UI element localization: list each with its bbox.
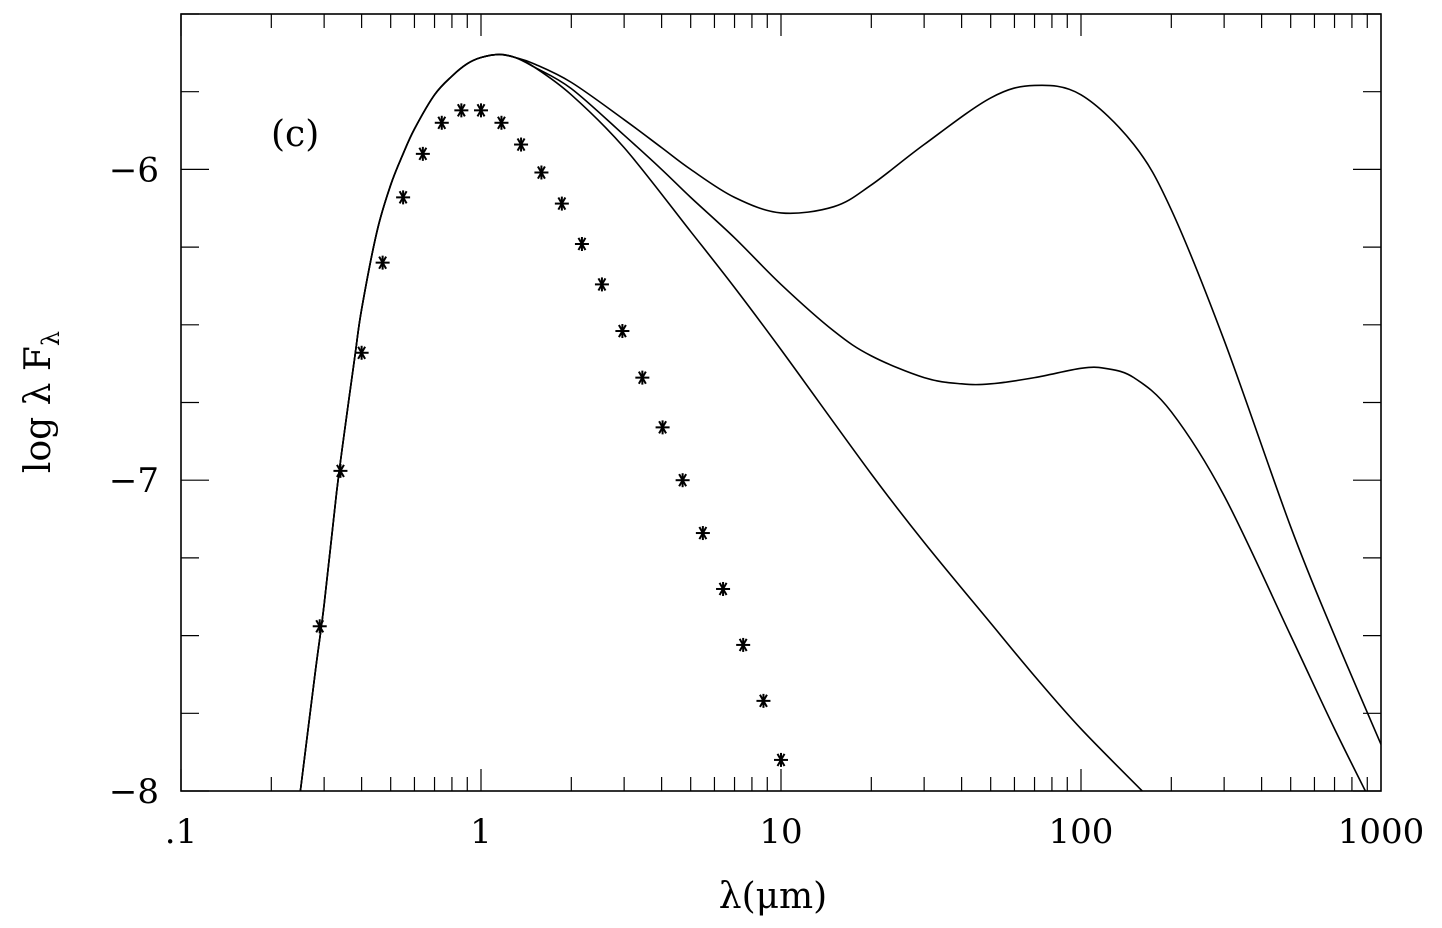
observed-point: [514, 137, 529, 152]
observed-point: [615, 324, 630, 339]
observed-point: [574, 236, 589, 251]
curve-model-upper: [299, 53, 1381, 791]
y-tick-labels: −6 −7 −8: [109, 150, 159, 812]
axis-ticks: [180, 13, 1381, 792]
x-axis-title: λ(μm): [719, 876, 827, 917]
observed-point: [494, 115, 509, 130]
observed-point: [312, 619, 327, 634]
observed-point: [434, 115, 449, 130]
plot-frame: [180, 13, 1382, 792]
panel-label: (c): [271, 114, 319, 155]
observed-point: [534, 165, 549, 180]
observed-point: [695, 526, 710, 541]
observed-point: [354, 345, 369, 360]
y-tick-label: −6: [109, 150, 159, 190]
observed-point: [635, 370, 650, 385]
x-tick-labels: .1 1 10 100 1000: [165, 812, 1424, 852]
x-tick-label: 10: [759, 812, 802, 852]
curve-model-middle: [299, 53, 1367, 791]
observed-point: [736, 637, 751, 652]
observed-point: [554, 196, 569, 211]
observed-point: [454, 103, 469, 118]
y-axis-title-main: log λ F: [18, 346, 59, 473]
y-tick-label: −8: [109, 772, 159, 812]
observed-points: [312, 103, 788, 767]
x-tick-label: 100: [1049, 812, 1114, 852]
observed-point: [594, 277, 609, 292]
x-tick-label: 1000: [1338, 812, 1425, 852]
y-axis-title-subscript: λ: [37, 331, 65, 346]
observed-point: [396, 190, 411, 205]
observed-point: [415, 146, 430, 161]
observed-point: [655, 420, 670, 435]
observed-point: [375, 255, 390, 270]
observed-point: [716, 581, 731, 596]
observed-point: [756, 693, 771, 708]
observed-point: [675, 473, 690, 488]
y-axis-title: log λ Fλ: [18, 331, 65, 473]
model-curves: [299, 53, 1381, 791]
x-tick-label: 1: [470, 812, 492, 852]
observed-point: [333, 463, 348, 478]
y-tick-label: −7: [109, 461, 159, 501]
x-tick-label: .1: [165, 812, 197, 852]
curve-model-lower: [299, 53, 1143, 791]
observed-point: [474, 103, 488, 118]
observed-point: [774, 752, 788, 767]
